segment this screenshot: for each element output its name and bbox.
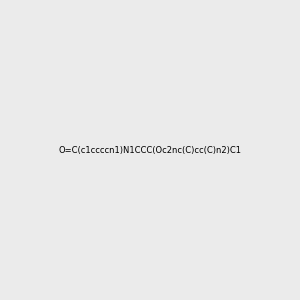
Text: O=C(c1ccccn1)N1CCC(Oc2nc(C)cc(C)n2)C1: O=C(c1ccccn1)N1CCC(Oc2nc(C)cc(C)n2)C1: [58, 146, 242, 154]
